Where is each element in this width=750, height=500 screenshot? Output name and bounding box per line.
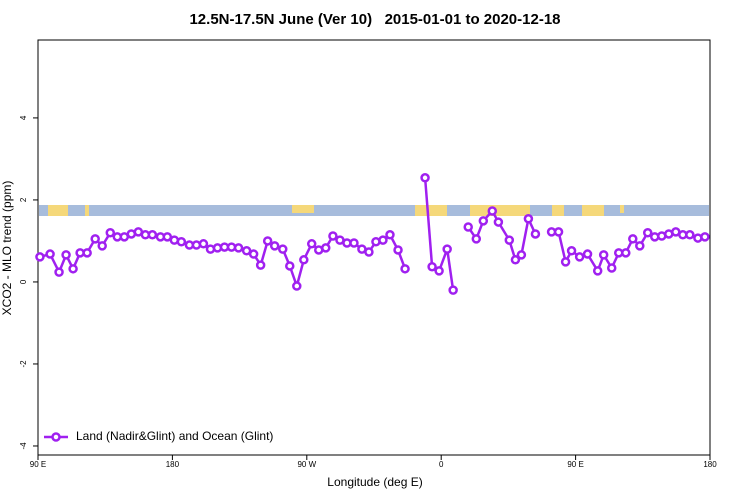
point [642,227,653,238]
point [523,214,534,224]
point [35,252,45,262]
point [364,247,374,257]
y-tick-label: -4 [19,442,28,450]
point [516,250,527,260]
point [162,232,173,242]
land-patch [85,205,89,216]
point [700,232,710,242]
ocean-band [39,205,709,216]
point [378,235,388,245]
y-tick-label: 2 [19,197,28,202]
x-tick-label: 90 W [297,460,316,469]
land-patch [470,205,530,216]
legend-marker [51,432,61,442]
point [278,244,288,254]
point [97,241,107,251]
plot-frame [37,39,711,456]
point [61,250,71,260]
point [463,222,473,232]
land-patch [552,205,564,216]
land-ocean-strip [39,205,709,216]
point [635,241,645,251]
x-tick-label: 180 [166,460,180,469]
point [306,239,317,249]
x-tick-label: 90 E [567,460,583,469]
point [241,246,252,256]
point [598,250,609,260]
point [685,230,695,240]
point [504,235,515,245]
point [248,249,259,259]
point [493,217,504,227]
point [574,252,585,262]
land-patch [292,205,314,213]
point [427,262,437,272]
point [68,264,78,274]
land-patch [582,205,604,216]
point [628,234,638,244]
point [448,285,458,295]
chart-title: 12.5N-17.5N June (Ver 10) 2015-01-01 to … [189,11,560,28]
x-tick-label: 90 E [30,460,46,469]
point [442,244,452,254]
point [262,236,273,246]
point [553,227,564,237]
point [393,245,403,255]
y-tick-label: -2 [19,360,28,368]
point [471,234,482,244]
point [434,266,444,276]
point [478,216,489,226]
point [560,257,571,267]
x-tick-label: 0 [439,460,444,469]
point [487,206,498,216]
point [299,255,309,265]
point [105,227,116,238]
point [54,267,64,277]
y-axis-label: XCO2 - MLO trend (ppm) [0,181,14,316]
point [566,246,577,256]
land-patch [415,205,447,216]
land-patch [620,205,624,213]
legend-label: Land (Nadir&Glint) and Ocean (Glint) [76,429,273,443]
point [255,260,266,270]
point [621,248,631,258]
point [510,255,521,265]
point [292,281,302,291]
point [233,243,244,253]
y-tick-label: 4 [19,115,28,120]
point [420,173,430,183]
point [285,261,295,271]
point [349,238,359,248]
land-patch [48,205,68,216]
point [45,249,55,259]
point [328,231,338,241]
point [530,229,541,239]
point [269,241,280,251]
point [385,230,395,240]
point [582,249,593,259]
point [400,264,410,274]
point [606,263,617,273]
x-tick-label: 180 [703,460,717,469]
point [90,234,100,244]
y-tick-label: 0 [19,279,28,284]
point [82,248,92,258]
point [592,266,603,276]
point [198,239,209,249]
point [147,230,158,240]
point [176,237,187,247]
point [321,243,331,253]
x-axis-label: Longitude (deg E) [327,475,422,489]
